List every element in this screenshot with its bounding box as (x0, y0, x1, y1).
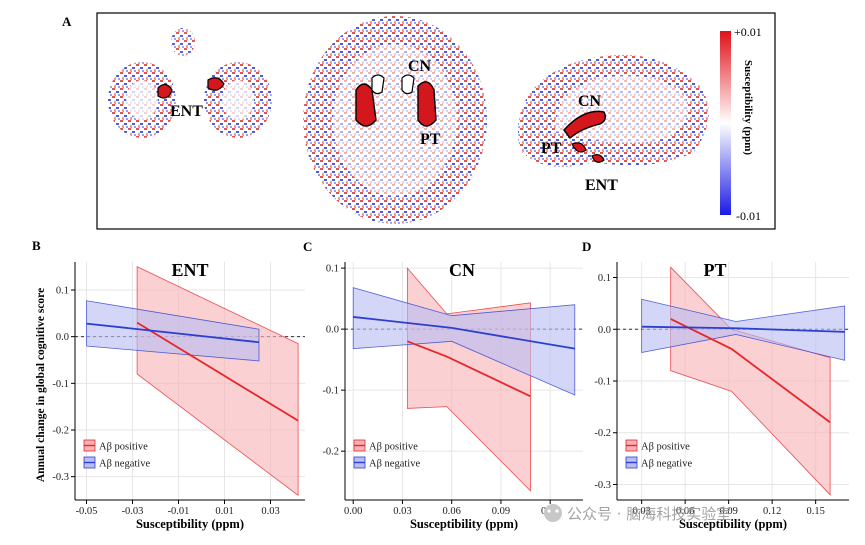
y-tick-label: -0.3 (594, 480, 611, 491)
colorbar-max-label: +0.01 (734, 25, 762, 39)
legend-label: Aβ negative (99, 459, 150, 470)
x-tick-label: 0.06 (443, 506, 461, 517)
y-tick-label: 0.1 (56, 286, 69, 297)
positive-fit-line (136, 321, 299, 422)
x-tick-label: 0.03 (393, 506, 411, 517)
region-label-pt-1: PT (420, 131, 441, 148)
y-tick-label: 0.0 (326, 325, 339, 336)
x-axis-label: Susceptibility (ppm) (410, 517, 518, 531)
ent-roi-left (157, 83, 173, 99)
panel-a-label: A (62, 14, 72, 29)
x-axis-label: Susceptibility (ppm) (136, 517, 244, 531)
region-label-cn-2: CN (578, 93, 602, 110)
y-tick-label: -0.2 (322, 447, 339, 458)
negative-fit-line (641, 325, 845, 333)
y-tick-label: 0.0 (598, 325, 611, 336)
pt-roi-left (355, 83, 377, 127)
x-tick-label: 0.03 (261, 506, 279, 517)
x-tick-label: 0.01 (215, 506, 233, 517)
negative-ci-band (641, 298, 846, 361)
sagittal-roi-ent (591, 154, 605, 163)
watermark-text: 公众号 · 脑海科技实验室 (567, 505, 731, 523)
x-axis-label: Susceptibility (ppm) (679, 517, 787, 531)
brain-slice-axial: CN PT (303, 16, 487, 224)
chart-cn: 0.000.030.060.090.120.10.0-0.1-0.2CNSusc… (322, 260, 583, 531)
y-tick-label: 0.0 (56, 332, 69, 343)
y-tick-label: -0.1 (594, 377, 611, 388)
sagittal-roi-cn (563, 110, 607, 140)
y-tick-label: -0.2 (594, 428, 611, 439)
y-tick-label: -0.1 (52, 379, 69, 390)
sagittal-roi-pt (571, 142, 587, 153)
negative-ci-band (86, 300, 260, 362)
cn-roi-left (371, 74, 385, 95)
brain-slice-ventral: ENT (108, 28, 272, 138)
chart-title: CN (449, 260, 475, 280)
legend-label: Aβ negative (369, 459, 420, 470)
positive-fit-line (407, 340, 531, 398)
region-label-cn-1: CN (408, 58, 432, 75)
cn-roi-right (401, 74, 415, 95)
legend-label: Aβ positive (99, 442, 148, 453)
x-tick-label: -0.03 (122, 506, 144, 517)
pt-roi-right (417, 81, 437, 127)
y-tick-label: 0.1 (598, 273, 611, 284)
x-tick-label: 0.09 (492, 506, 510, 517)
positive-fit-line (670, 318, 831, 424)
panel-a-frame (96, 12, 776, 230)
x-tick-label: 0.15 (806, 506, 824, 517)
colorbar-gradient (720, 31, 731, 215)
colorbar-title: Susceptibility (ppm) (742, 60, 754, 155)
legend-label: Aβ positive (369, 442, 418, 453)
y-tick-label: -0.3 (52, 472, 69, 483)
panel-a: A ENT CN PT (62, 12, 776, 230)
negative-fit-line (86, 322, 260, 344)
x-tick-label: 0.00 (344, 506, 362, 517)
y-tick-label: -0.2 (52, 426, 69, 437)
chart-pt: 0.03 0.06 0.09 0.12 0.15 0.1 0.0 -0.1 -0.2 -0.3 PT… (594, 260, 849, 531)
colorbar: +0.01 -0.01 Susceptibility (ppm) (720, 25, 762, 223)
legend-label: Aβ positive (641, 442, 690, 453)
y-tick-label: 0.1 (326, 264, 339, 275)
region-label-pt-2: PT (541, 140, 562, 157)
x-tick-label: -0.05 (76, 506, 98, 517)
x-tick-label: 0.09 (719, 506, 737, 517)
x-tick-label: 0.03 (632, 506, 650, 517)
x-tick-label: 0.12 (763, 506, 781, 517)
colorbar-min-label: -0.01 (736, 209, 761, 223)
region-label-ent-1: ENT (170, 103, 203, 120)
panel-c-label: C (303, 239, 312, 254)
brain-slice-sagittal: PT CN ENT (518, 54, 709, 194)
chart-title: ENT (171, 260, 208, 280)
negative-fit-line (353, 316, 575, 350)
legend-label: Aβ negative (641, 459, 692, 470)
x-tick-label: -0.01 (168, 506, 190, 517)
region-label-ent-2: ENT (585, 177, 618, 194)
chart-title: PT (703, 260, 726, 280)
ent-roi-right (207, 77, 225, 91)
wechat-icon (544, 504, 562, 522)
x-tick-label: 0.06 (676, 506, 694, 517)
y-tick-label: -0.1 (322, 386, 339, 397)
watermark: 公众号 · 脑海科技实验室 (544, 504, 731, 523)
negative-ci-band (352, 287, 576, 396)
shared-y-axis-label: Annual change in global cognitive score (35, 288, 47, 482)
panel-d-label: D (582, 239, 591, 254)
panel-b-label: B (32, 238, 41, 253)
chart-ent: -0.05 -0.03 -0.01 0.01 0.03 0.1 0.0 -0.1 -0.2 -0.… (52, 260, 305, 531)
